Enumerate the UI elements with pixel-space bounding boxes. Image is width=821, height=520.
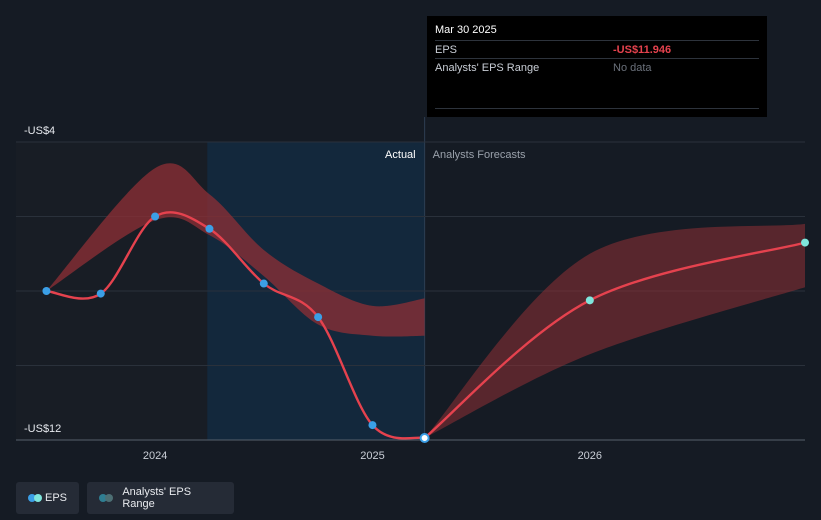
eps-point (205, 224, 214, 233)
y-tick-label: -US$12 (24, 423, 61, 435)
tooltip-date: Mar 30 2025 (435, 24, 497, 36)
tooltip-range-label: Analysts' EPS Range (435, 62, 540, 74)
x-tick-label: 2024 (143, 450, 167, 462)
range-legend-icon (99, 493, 114, 503)
eps-point (96, 289, 105, 298)
legend-eps-label: EPS (44, 492, 67, 504)
eps-range-band-forecast (424, 223, 805, 438)
legend-range-label: Analysts' EPS Range (122, 486, 192, 510)
eps-point (368, 421, 377, 430)
tooltip-range-value: No data (613, 62, 652, 74)
tooltip-eps-row: EPS -US$11.946 (435, 40, 759, 58)
eps-point (259, 279, 268, 288)
tooltip-panel: Mar 30 2025 EPS -US$11.946 Analysts' EPS… (427, 16, 767, 117)
x-tick-label: 2026 (578, 450, 602, 462)
tooltip-divider (435, 108, 759, 109)
eps-range-band-historical (46, 163, 425, 337)
forecast-section-label: Analysts Forecasts (433, 149, 526, 161)
eps-legend-icon (28, 493, 42, 503)
tooltip-range-row: Analysts' EPS Range No data (435, 58, 759, 76)
tooltip-eps-value: -US$11.946 (613, 44, 672, 56)
tooltip-eps-label: EPS (435, 44, 458, 56)
eps-point (42, 287, 51, 295)
eps-point (314, 313, 323, 322)
legend-eps-button[interactable]: EPS (16, 482, 79, 514)
eps-forecast-point (801, 238, 809, 247)
eps-line (46, 211, 425, 440)
eps-point (151, 212, 160, 221)
legend-range-button[interactable]: Analysts' EPS Range (87, 482, 234, 514)
y-tick-label: -US$4 (24, 125, 55, 137)
actual-section-label: Actual (385, 149, 416, 161)
x-tick-label: 2025 (360, 450, 384, 462)
eps-point (419, 432, 430, 443)
eps-forecast-point (585, 296, 594, 305)
